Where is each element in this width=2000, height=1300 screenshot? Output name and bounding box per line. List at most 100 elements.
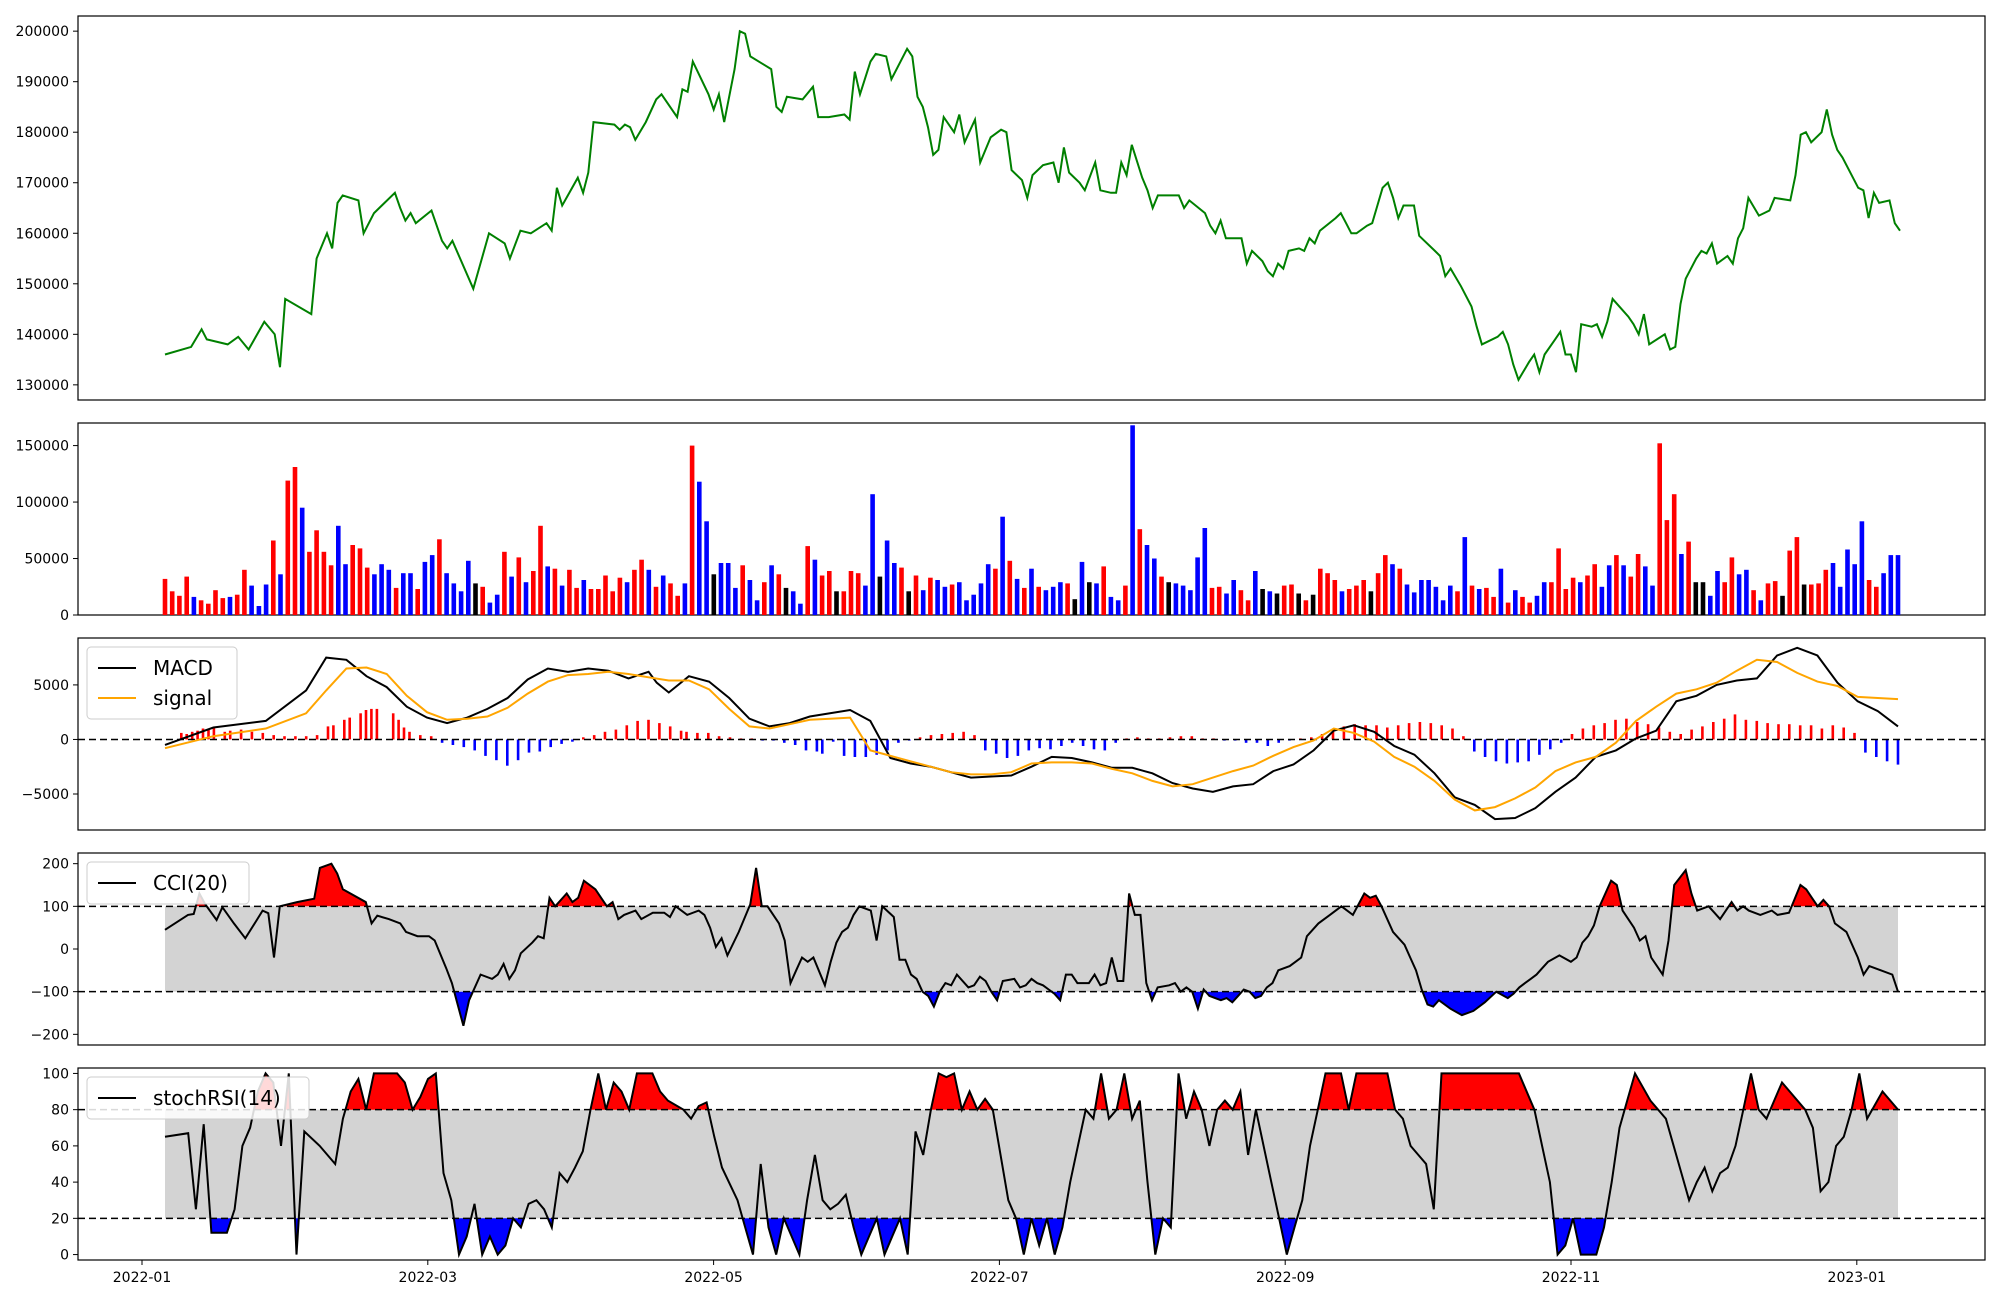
volume-bar bbox=[653, 586, 659, 615]
volume-bar bbox=[906, 591, 911, 615]
y-tick-label: 150000 bbox=[16, 439, 69, 455]
volume-bar bbox=[1318, 568, 1323, 615]
volume-bar bbox=[1058, 582, 1063, 615]
overbought-fill bbox=[1672, 870, 1696, 907]
volume-bar bbox=[920, 590, 926, 615]
y-tick-label: −200 bbox=[31, 1027, 69, 1043]
panel-frame bbox=[77, 637, 1986, 831]
macd-histogram-bar bbox=[1081, 739, 1085, 746]
macd-histogram-bar bbox=[440, 739, 444, 743]
overbought-fill bbox=[930, 1073, 962, 1110]
volume-bar bbox=[1253, 571, 1258, 615]
volume-bar bbox=[1852, 564, 1857, 615]
macd-histogram-bar bbox=[332, 725, 335, 740]
oversold-fill bbox=[1573, 1218, 1606, 1255]
volume-bar bbox=[913, 575, 919, 615]
oversold-fill bbox=[1192, 991, 1203, 1009]
volume-bar bbox=[1888, 555, 1894, 615]
macd-histogram-bar bbox=[283, 736, 286, 740]
macd-histogram-bar bbox=[962, 731, 965, 740]
oversold-fill bbox=[1279, 1218, 1298, 1255]
volume-bar bbox=[1664, 520, 1670, 615]
volume-bar bbox=[494, 594, 500, 615]
macd-histogram-bar bbox=[527, 739, 531, 753]
macd-histogram-bar bbox=[315, 735, 319, 740]
volume-bar bbox=[1527, 602, 1532, 615]
volume-bar bbox=[1744, 569, 1749, 615]
macd-histogram-bar bbox=[1549, 739, 1552, 750]
macd-histogram-bar bbox=[1136, 737, 1139, 740]
macd-histogram-bar bbox=[707, 732, 710, 740]
overbought-fill bbox=[1872, 1091, 1898, 1110]
macd-histogram-bar bbox=[1712, 722, 1715, 740]
price-line bbox=[164, 29, 1901, 383]
volume-bar bbox=[184, 576, 189, 615]
volume-bar bbox=[1715, 571, 1720, 615]
macd-histogram-bar bbox=[250, 731, 254, 740]
volume-bar bbox=[1289, 584, 1294, 615]
volume-bar bbox=[1101, 566, 1106, 615]
volume-bar bbox=[1830, 563, 1836, 615]
volume-bar bbox=[1036, 586, 1041, 615]
macd-histogram-bar bbox=[696, 732, 699, 740]
volume-bar bbox=[1303, 600, 1309, 615]
overbought-fill bbox=[1817, 899, 1830, 907]
volume-bar bbox=[364, 567, 370, 615]
overbought-fill bbox=[977, 1098, 993, 1110]
volume-bar bbox=[422, 561, 428, 615]
macd-histogram-bar bbox=[864, 739, 868, 757]
volume-bar bbox=[1310, 594, 1316, 615]
volume-bar bbox=[1375, 573, 1381, 615]
volume-bar bbox=[1708, 595, 1713, 615]
volume-bar bbox=[1180, 585, 1186, 615]
volume-bar bbox=[429, 555, 435, 615]
macd-histogram-bar bbox=[1831, 725, 1835, 740]
volume-bar bbox=[1202, 528, 1208, 615]
volume-bar bbox=[805, 546, 810, 615]
volume-bar bbox=[1043, 590, 1049, 615]
volume-bar bbox=[935, 580, 940, 615]
macd-histogram-bar bbox=[1342, 726, 1346, 740]
volume-bar bbox=[379, 564, 384, 615]
y-tick-label: 200000 bbox=[16, 24, 69, 40]
macd-histogram-bar bbox=[1451, 728, 1454, 740]
macd-histogram-bar bbox=[886, 739, 889, 751]
volume-bar bbox=[1751, 590, 1756, 615]
volume-bar bbox=[538, 525, 543, 615]
macd-histogram-bar bbox=[1668, 731, 1672, 740]
volume-bar bbox=[848, 571, 854, 615]
volume-bar bbox=[1137, 529, 1143, 615]
macd-histogram-bar bbox=[304, 736, 308, 740]
volume-bar bbox=[1346, 589, 1352, 615]
macd-histogram-bar bbox=[201, 728, 205, 740]
overbought-fill bbox=[1770, 1082, 1806, 1110]
legend-label: stochRSI(14) bbox=[153, 1086, 281, 1110]
oversold-fill bbox=[851, 1218, 877, 1255]
volume-bar bbox=[466, 560, 471, 615]
volume-bar bbox=[610, 591, 615, 615]
macd-histogram-bar bbox=[1005, 739, 1009, 758]
volume-bar bbox=[1029, 568, 1034, 615]
volume-bar bbox=[949, 584, 955, 615]
signal-line bbox=[164, 658, 1899, 812]
volume-bar bbox=[1621, 565, 1626, 615]
macd-histogram-bar bbox=[1244, 739, 1248, 743]
y-tick-label: −100 bbox=[31, 985, 69, 1001]
volume-bar bbox=[1801, 584, 1807, 615]
macd-histogram-bar bbox=[1440, 725, 1443, 740]
overbought-fill bbox=[1599, 880, 1622, 907]
macd-histogram-bar bbox=[451, 739, 455, 745]
oversold-fill bbox=[1031, 1218, 1047, 1246]
oversold-fill bbox=[1249, 991, 1264, 999]
volume-bar bbox=[711, 574, 717, 615]
macd-histogram-bar bbox=[994, 739, 998, 754]
y-tick-label: 60 bbox=[51, 1139, 69, 1155]
macd-histogram-bar bbox=[272, 735, 275, 740]
volume-bar bbox=[1686, 541, 1691, 615]
macd-histogram-bar bbox=[1603, 723, 1606, 740]
volume-bar bbox=[1845, 549, 1850, 615]
volume-bar bbox=[660, 575, 666, 615]
volume-bar bbox=[632, 569, 637, 615]
macd-histogram-bar bbox=[1864, 739, 1867, 753]
x-tick-label: 2022-01 bbox=[113, 1270, 172, 1286]
